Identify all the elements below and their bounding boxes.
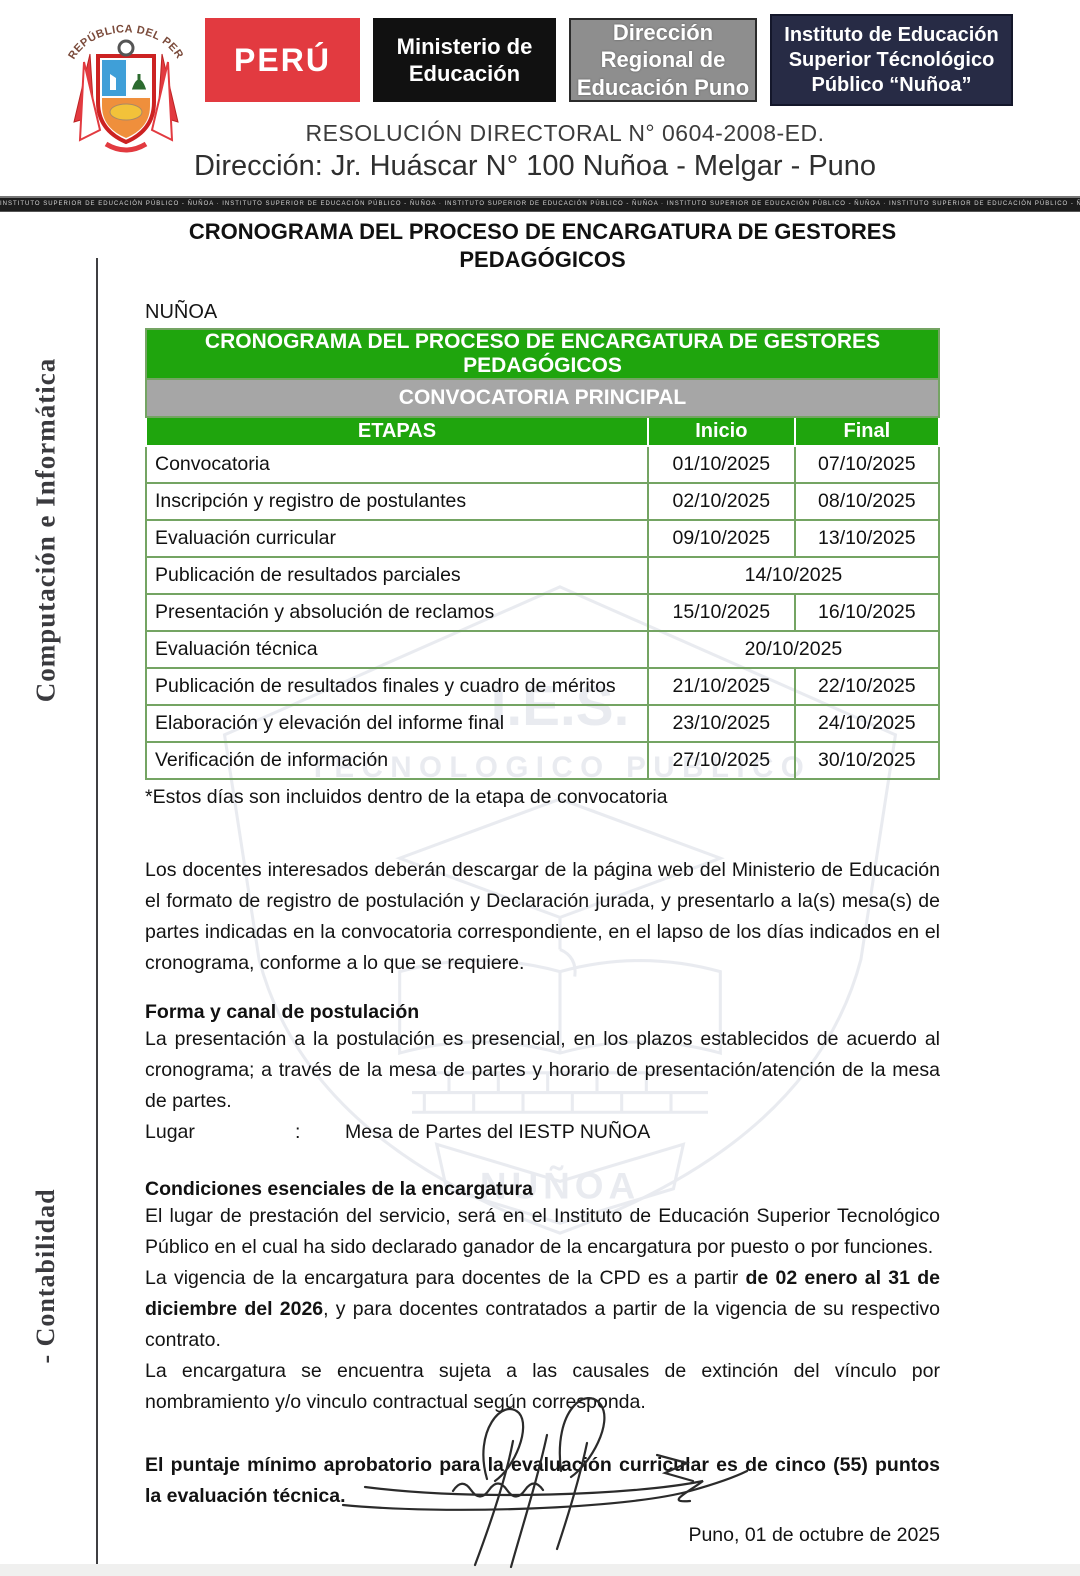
inicio-cell: 02/10/2025 xyxy=(646,482,796,521)
institutional-header: REPÚBLICA DEL PERÚ PERÚ Ministerio de Ed… xyxy=(60,12,1013,160)
instituto-banner: Instituto de Educación Superior Técnológ… xyxy=(770,14,1013,106)
date-place-line: Puno, 01 de octubre de 2025 xyxy=(688,1524,940,1546)
lugar-line: Lugar : Mesa de Partes del IESTP NUÑOA xyxy=(145,1117,940,1148)
etapa-cell: Inscripción y registro de postulantes xyxy=(145,482,649,521)
vigencia-post: , y para docentes contratados a partir d… xyxy=(145,1298,940,1351)
signature-image xyxy=(341,1397,749,1569)
direccion-regional-banner: Dirección Regional de Educación Puno xyxy=(569,18,757,102)
etapa-cell: Publicación de resultados finales y cuad… xyxy=(145,667,649,706)
final-cell: 24/10/2025 xyxy=(793,704,941,743)
table-subtitle-row: CONVOCATORIA PRINCIPAL xyxy=(145,378,940,418)
cronograma-table: CRONOGRAMA DEL PROCESO DE ENCARGATURA DE… xyxy=(145,328,941,780)
date-span-cell: 14/10/2025 xyxy=(646,556,941,595)
etapa-cell: Convocatoria xyxy=(145,445,649,484)
sidebar-program-contabilidad: - Contabilidad xyxy=(31,1188,60,1364)
inicio-cell: 09/10/2025 xyxy=(646,519,796,558)
column-header-etapas: ETAPAS xyxy=(145,416,649,447)
inicio-cell: 01/10/2025 xyxy=(646,445,796,484)
table-title-row: CRONOGRAMA DEL PROCESO DE ENCARGATURA DE… xyxy=(145,328,940,380)
table-row: Publicación de resultados finales y cuad… xyxy=(145,667,941,706)
column-header-final: Final xyxy=(793,416,941,447)
paragraph-condiciones-1: El lugar de prestación del servicio, ser… xyxy=(145,1205,940,1258)
etapa-cell: Publicación de resultados parciales xyxy=(145,556,649,595)
final-cell: 16/10/2025 xyxy=(793,593,941,632)
paragraph-condiciones-2: La vigencia de la encargatura para docen… xyxy=(145,1263,940,1356)
table-subtitle: CONVOCATORIA PRINCIPAL xyxy=(145,378,940,418)
location-label: NUÑOA xyxy=(145,301,218,323)
column-header-inicio: Inicio xyxy=(646,416,796,447)
peru-banner: PERÚ xyxy=(205,18,360,102)
table-title: CRONOGRAMA DEL PROCESO DE ENCARGATURA DE… xyxy=(145,328,940,380)
heading-condiciones: Condiciones esenciales de la encargatura xyxy=(145,1178,533,1200)
paragraph-instructions: Los docentes interesados deberán descarg… xyxy=(145,859,940,974)
table-row: Convocatoria 01/10/2025 07/10/2025 xyxy=(145,445,941,484)
scan-bottom-edge xyxy=(0,1564,1080,1576)
left-margin-rule xyxy=(96,258,98,1564)
etapa-cell: Verificación de información xyxy=(145,741,649,780)
repeated-text-strip: INSTITUTO SUPERIOR DE EDUCACIÓN PÚBLICO … xyxy=(0,196,1080,212)
table-row: Publicación de resultados parciales 14/1… xyxy=(145,556,941,595)
resolution-number: RESOLUCIÓN DIRECTORAL N° 0604-2008-ED. xyxy=(305,120,825,146)
etapa-cell: Evaluación curricular xyxy=(145,519,649,558)
table-row: Evaluación curricular 09/10/2025 13/10/2… xyxy=(145,519,941,558)
table-footnote: *Estos días son incluidos dentro de la e… xyxy=(145,786,668,808)
final-cell: 08/10/2025 xyxy=(793,482,941,521)
inicio-cell: 27/10/2025 xyxy=(646,741,796,780)
heading-forma-canal: Forma y canal de postulación xyxy=(145,1001,420,1023)
paragraph-forma-canal: La presentación a la postulación es pres… xyxy=(145,1028,940,1112)
vigencia-bold: de 02 enero al 31 de diciembre del 2026 xyxy=(145,1267,940,1320)
lugar-value: Mesa de Partes del IESTP NUÑOA xyxy=(345,1121,651,1143)
date-span-cell: 20/10/2025 xyxy=(646,630,941,669)
final-cell: 30/10/2025 xyxy=(793,741,941,780)
lugar-colon: : xyxy=(295,1121,301,1143)
page-title: CRONOGRAMA DEL PROCESO DE ENCARGATURA DE… xyxy=(188,219,897,272)
document-body: CRONOGRAMA DEL PROCESO DE ENCARGATURA DE… xyxy=(145,218,941,1547)
inicio-cell: 15/10/2025 xyxy=(646,593,796,632)
table-row: Presentación y absolución de reclamos 15… xyxy=(145,593,941,632)
peru-coat-of-arms-icon: REPÚBLICA DEL PERÚ xyxy=(60,12,185,153)
vigencia-pre: La vigencia de la encargatura para docen… xyxy=(145,1267,746,1289)
table-row: Elaboración y elevación del informe fina… xyxy=(145,704,941,743)
final-cell: 07/10/2025 xyxy=(793,445,941,484)
sidebar-program-computacion: Computación e Informática xyxy=(30,357,61,703)
final-cell: 22/10/2025 xyxy=(793,667,941,706)
address-line: Dirección: Jr. Huáscar N° 100 Nuñoa - Me… xyxy=(193,150,877,182)
final-cell: 13/10/2025 xyxy=(793,519,941,558)
table-row: Inscripción y registro de postulantes 02… xyxy=(145,482,941,521)
table-column-header-row: ETAPAS Inicio Final xyxy=(145,416,941,447)
etapa-cell: Evaluación técnica xyxy=(145,630,649,669)
ministerio-banner: Ministerio de Educación xyxy=(373,18,556,102)
inicio-cell: 23/10/2025 xyxy=(646,704,796,743)
lugar-label: Lugar xyxy=(145,1121,195,1143)
paragraph-condiciones-3: La encargatura se encuentra sujeta a las… xyxy=(145,1360,940,1413)
inicio-cell: 21/10/2025 xyxy=(646,667,796,706)
table-row: Verificación de información 27/10/2025 3… xyxy=(145,741,941,780)
etapa-cell: Presentación y absolución de reclamos xyxy=(145,593,649,632)
table-row: Evaluación técnica 20/10/2025 xyxy=(145,630,941,669)
paragraph-puntaje: El puntaje mínimo aprobatorio para la ev… xyxy=(145,1454,940,1507)
etapa-cell: Elaboración y elevación del informe fina… xyxy=(145,704,649,743)
